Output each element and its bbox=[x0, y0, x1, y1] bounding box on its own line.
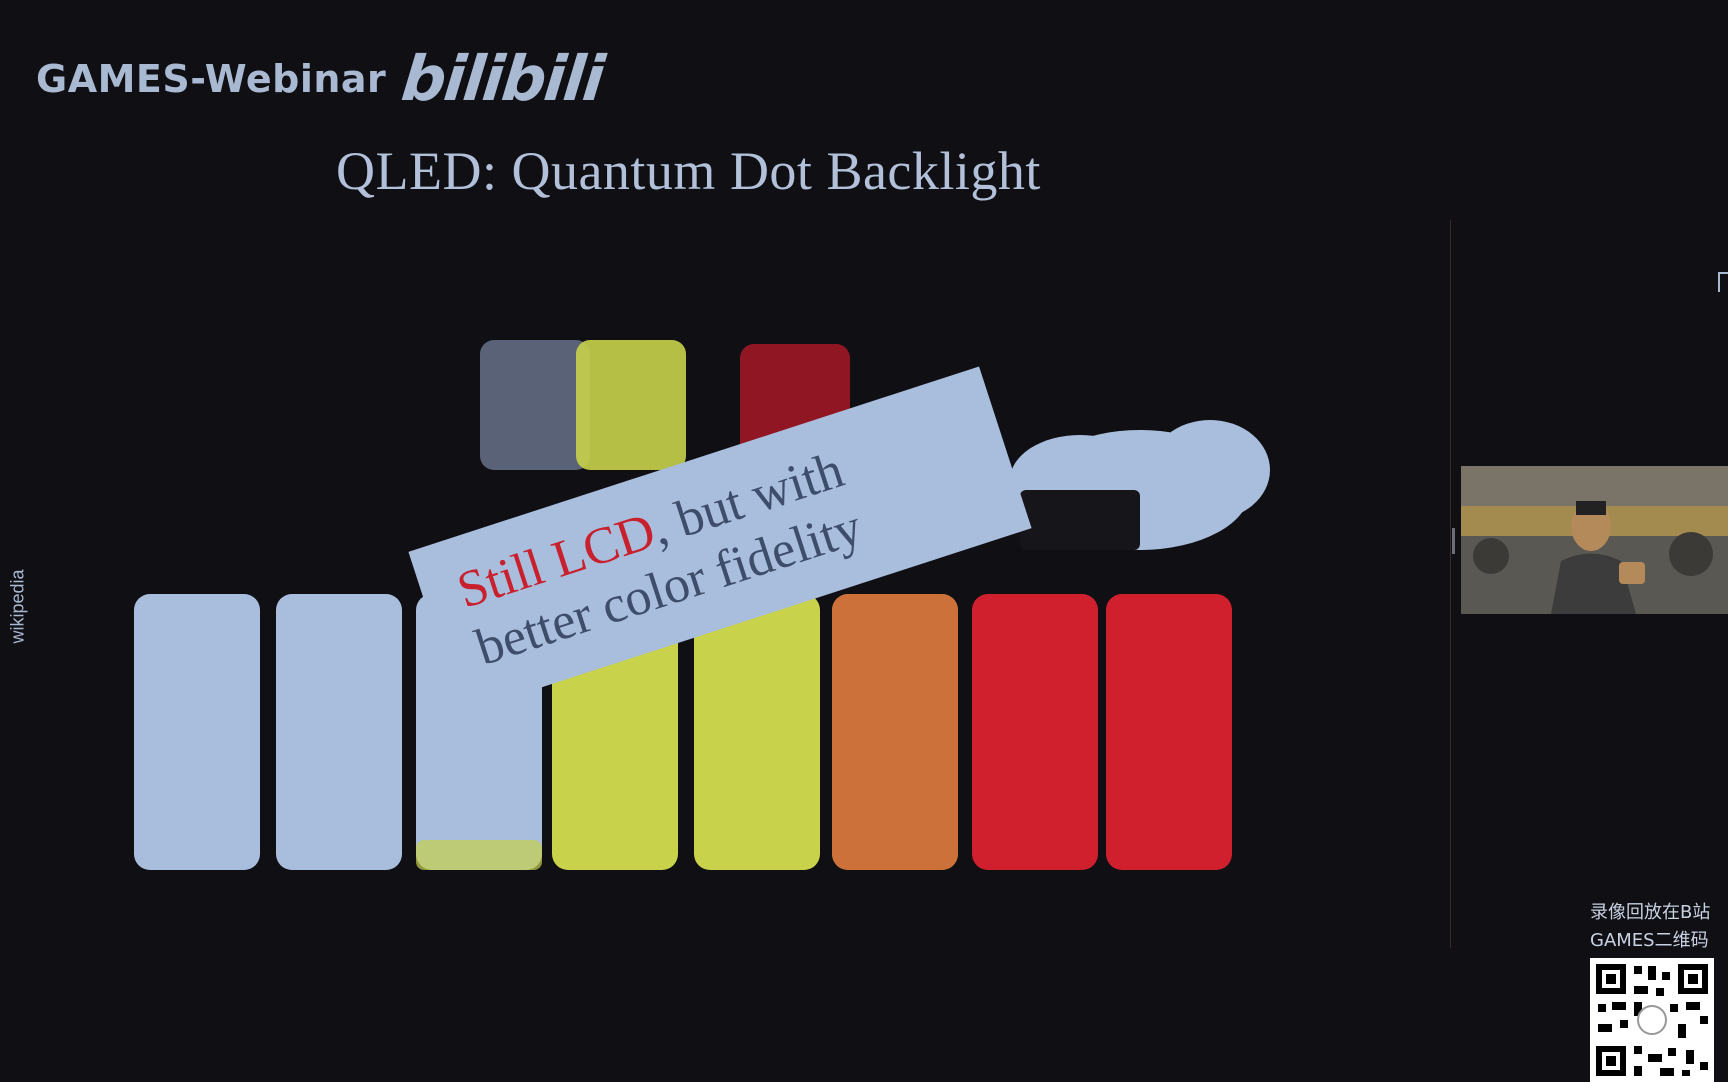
image-credit: wikipedia bbox=[7, 569, 28, 644]
brand-name: GAMES-Webinar bbox=[36, 57, 387, 101]
brand-header: GAMES-Webinar bilibili bbox=[36, 42, 607, 115]
vial-8 bbox=[1106, 594, 1232, 870]
slide-title: QLED: Quantum Dot Backlight bbox=[336, 141, 1041, 201]
presenter-video-icon bbox=[1461, 466, 1728, 614]
qr-code-icon[interactable] bbox=[1590, 958, 1714, 1082]
back-vial-blue bbox=[480, 340, 590, 470]
vial-2 bbox=[276, 594, 402, 870]
vial-7 bbox=[972, 594, 1098, 870]
vial-3-base bbox=[416, 840, 542, 870]
qr-caption: GAMES二维码 bbox=[1590, 930, 1709, 951]
corner-marker-icon bbox=[1718, 272, 1728, 292]
replay-qr-panel: 录像回放在B站 GAMES二维码 bbox=[1590, 898, 1728, 1082]
quantum-dot-vials-photo bbox=[134, 340, 1270, 870]
vial-5 bbox=[694, 594, 820, 870]
bilibili-logo-icon: bilibili bbox=[398, 42, 607, 115]
panel-divider bbox=[1450, 220, 1451, 948]
vial-6-glow bbox=[832, 594, 958, 870]
replay-text: 录像回放在B站 bbox=[1590, 902, 1711, 923]
vial-1 bbox=[134, 594, 260, 870]
webcam-feed[interactable] bbox=[1461, 466, 1728, 614]
scroll-handle[interactable] bbox=[1452, 528, 1455, 554]
vial-cap bbox=[1020, 490, 1140, 550]
back-vial-yellow bbox=[576, 340, 686, 470]
